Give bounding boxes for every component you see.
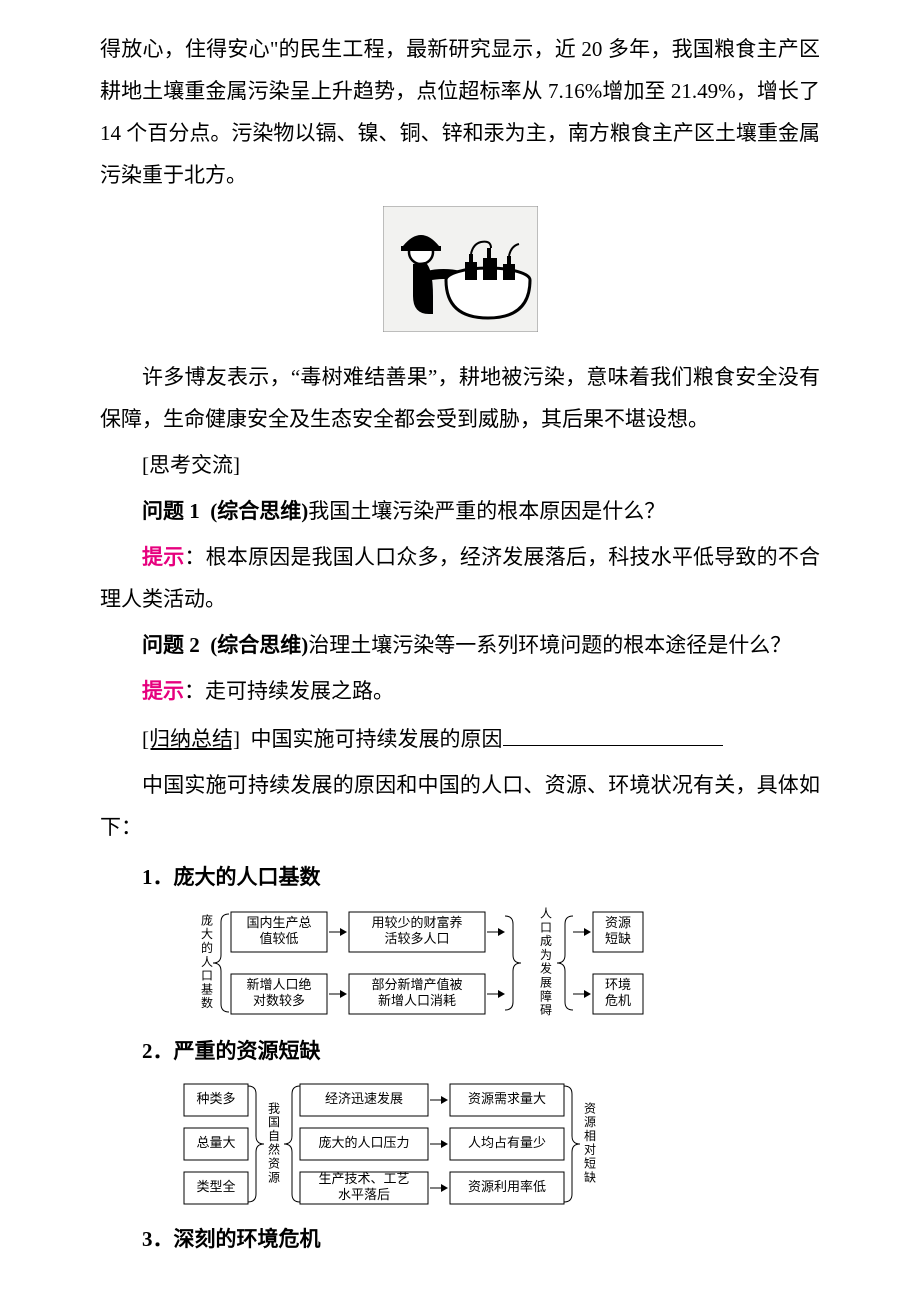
illustration-wrap [100,206,820,346]
question-paren: (综合思维) [210,633,308,657]
hint-label: 提示 [142,545,184,569]
svg-text:短缺: 短缺 [605,931,631,946]
svg-text:类型全: 类型全 [196,1179,235,1194]
svg-text:资源需求量大: 资源需求量大 [468,1091,546,1106]
svg-text:环境: 环境 [605,977,631,992]
svg-text:大: 大 [201,927,213,941]
svg-text:资源利用率低: 资源利用率低 [468,1179,546,1194]
svg-text:发: 发 [540,961,552,976]
svg-text:的: 的 [201,940,213,955]
summary-heading: [归纳总结] 中国实施可持续发展的原因 [100,718,820,760]
underline-blank [503,725,723,746]
svg-text:生产技术、工艺: 生产技术、工艺 [318,1171,409,1186]
svg-text:人: 人 [201,955,213,969]
diagram-population-svg: 庞大的人口基数国内生产总值较低新增人口绝对数较多用较少的财富养活较多人口部分新增… [195,904,725,1020]
svg-text:新增人口消耗: 新增人口消耗 [378,993,456,1008]
svg-text:对: 对 [584,1143,596,1157]
question-paren: (综合思维) [210,499,308,523]
svg-text:总量大: 总量大 [196,1135,235,1150]
body-paragraph: 得放心，住得安心"的民生工程，最新研究显示，近 20 多年，我国粮食主产区耕地土… [100,28,820,196]
svg-text:数: 数 [201,995,213,1010]
svg-text:碍: 碍 [540,1003,552,1017]
svg-text:为: 为 [540,948,552,962]
body-paragraph: 许多博友表示，“毒树难结善果”，耕地被污染，意味着我们粮食安全没有保障，生命健康… [100,356,820,440]
svg-text:短: 短 [584,1156,596,1170]
answer-2: 提示：走可持续发展之路。 [100,670,820,712]
svg-text:经济迅速发展: 经济迅速发展 [325,1091,403,1106]
svg-text:相: 相 [584,1129,596,1143]
summary-title: 中国实施可持续发展的原因 [251,727,503,751]
hint-label: 提示 [142,679,184,703]
svg-text:我: 我 [268,1101,280,1115]
subsection-title-2: 2．严重的资源短缺 [100,1030,820,1072]
answer-1: 提示：根本原因是我国人口众多，经济发展落后，科技水平低导致的不合理人类活动。 [100,536,820,620]
svg-text:人均占有量少: 人均占有量少 [468,1135,546,1150]
svg-text:口: 口 [540,920,552,934]
diagram-population: 庞大的人口基数国内生产总值较低新增人口绝对数较多用较少的财富养活较多人口部分新增… [100,904,820,1020]
answer-text: 根本原因是我国人口众多，经济发展落后，科技水平低导致的不合理人类活动。 [100,545,820,611]
svg-text:庞大的人口压力: 庞大的人口压力 [318,1135,409,1150]
question-2: 问题 2 (综合思维)治理土壤污染等一系列环境问题的根本途径是什么？ [100,624,820,666]
svg-text:人: 人 [540,906,552,920]
summary-intro: 中国实施可持续发展的原因和中国的人口、资源、环境状况有关，具体如下： [100,764,820,848]
summary-head-box: [归纳总结] [142,727,240,751]
subsection-title-1: 1．庞大的人口基数 [100,856,820,898]
svg-text:资: 资 [268,1156,280,1170]
colon: ： [184,545,205,569]
colon: ： [184,679,205,703]
svg-text:缺: 缺 [584,1169,596,1184]
svg-text:口: 口 [201,969,213,983]
think-section-label: [思考交流] [100,444,820,486]
question-label: 问题 1 [142,499,200,523]
svg-text:国: 国 [268,1115,280,1129]
svg-text:资: 资 [584,1101,596,1115]
svg-text:值较低: 值较低 [259,931,298,946]
svg-text:基: 基 [201,982,213,996]
diagram-resource-svg: 种类多总量大类型全我国自然资源经济迅速发展资源需求量大庞大的人口压力人均占有量少… [180,1078,740,1208]
svg-text:自: 自 [268,1129,280,1143]
svg-text:源: 源 [584,1115,596,1129]
svg-text:障: 障 [540,988,552,1003]
svg-text:成: 成 [540,934,552,948]
diagram-resource: 种类多总量大类型全我国自然资源经济迅速发展资源需求量大庞大的人口压力人均占有量少… [100,1078,820,1208]
svg-text:庞: 庞 [201,912,213,927]
svg-text:危机: 危机 [605,993,631,1008]
question-label: 问题 2 [142,633,200,657]
question-1: 问题 1 (综合思维)我国土壤污染严重的根本原因是什么？ [100,490,820,532]
svg-text:然: 然 [268,1142,280,1157]
svg-text:展: 展 [540,975,552,989]
svg-text:国内生产总: 国内生产总 [246,915,311,930]
svg-text:资源: 资源 [605,915,631,930]
svg-text:部分新增产值被: 部分新增产值被 [371,977,462,992]
svg-text:用较少的财富养: 用较少的财富养 [371,915,462,930]
question-text: 我国土壤污染严重的根本原因是什么？ [308,499,665,523]
polluted-bowl-illustration [383,206,538,332]
subsection-title-3: 3．深刻的环境危机 [100,1218,820,1260]
question-text: 治理土壤污染等一系列环境问题的根本途径是什么？ [308,633,791,657]
answer-text: 走可持续发展之路。 [205,679,394,703]
svg-text:对数较多: 对数较多 [253,993,305,1008]
svg-text:种类多: 种类多 [196,1091,235,1106]
svg-text:水平落后: 水平落后 [338,1187,390,1202]
svg-text:源: 源 [268,1170,280,1184]
svg-text:新增人口绝: 新增人口绝 [246,977,311,992]
svg-text:活较多人口: 活较多人口 [384,931,449,946]
